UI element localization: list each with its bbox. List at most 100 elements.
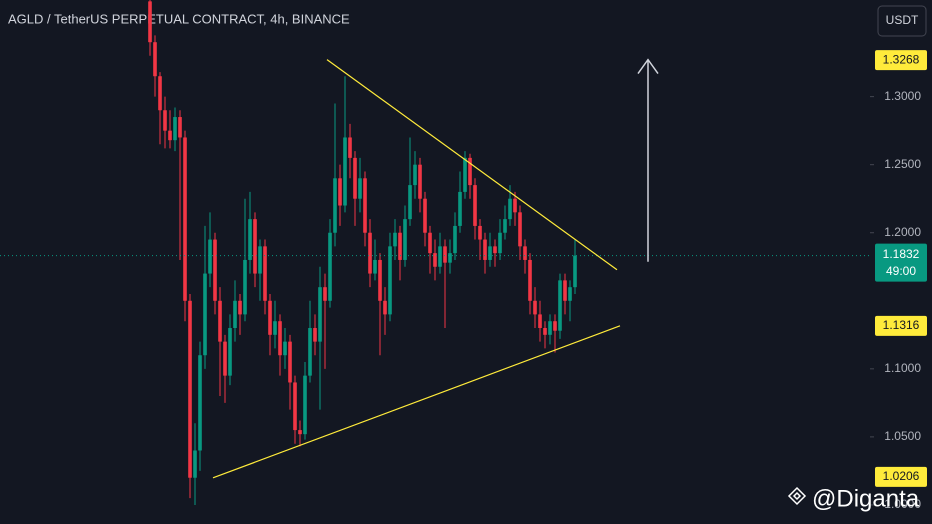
candle-body <box>468 157 472 186</box>
candle-body <box>218 300 222 342</box>
y-tick-label: 1.0000 <box>884 497 921 511</box>
candle-body <box>473 185 477 226</box>
candle-body <box>448 253 452 263</box>
candle-body <box>453 225 457 254</box>
candle-body <box>573 255 577 288</box>
candle-body <box>318 287 322 342</box>
candle-body <box>543 328 547 335</box>
candle-body <box>423 198 427 233</box>
candle-body <box>478 225 482 240</box>
candle-body <box>238 300 242 315</box>
price-label: 1.0206 <box>883 469 920 483</box>
candle-body <box>403 219 407 260</box>
candle-body <box>388 246 392 315</box>
candle-body <box>563 280 567 301</box>
candle-body <box>263 246 267 301</box>
candle-body <box>288 341 292 383</box>
chart-title: AGLD / TetherUS PERPETUAL CONTRACT, 4h, … <box>8 11 350 26</box>
candle-body <box>178 117 182 138</box>
candle-body <box>443 246 447 263</box>
candle-body <box>508 198 512 220</box>
candle-body <box>308 328 312 376</box>
candle-body <box>158 76 162 111</box>
candle-body <box>373 259 377 274</box>
candle-body <box>488 246 492 260</box>
arrow-head <box>637 58 659 75</box>
candle-body <box>393 232 397 247</box>
candle-body <box>408 185 412 220</box>
candle-body <box>188 300 192 478</box>
candle-body <box>513 198 517 213</box>
candle-body <box>533 300 537 315</box>
candle-body <box>198 355 202 451</box>
candle-body <box>538 314 542 329</box>
candle-body <box>323 287 327 301</box>
candle-body <box>568 287 572 301</box>
candle-body <box>283 341 287 356</box>
price-label: 1.3268 <box>883 52 920 66</box>
y-tick-label: 1.0500 <box>884 429 921 443</box>
candle-body <box>148 1 152 43</box>
candle-body <box>353 157 357 199</box>
candle-body <box>358 178 362 199</box>
candle-body <box>458 191 462 226</box>
candle-body <box>463 157 467 192</box>
candle-body <box>503 219 507 233</box>
last-price-box <box>875 243 927 282</box>
candle-body <box>548 321 552 335</box>
candle-body <box>428 232 432 254</box>
candle-body <box>398 232 402 260</box>
candle-body <box>553 321 557 331</box>
currency-label[interactable]: USDT <box>886 13 919 27</box>
candle-body <box>303 375 307 435</box>
candle-body <box>523 246 527 260</box>
candle-body <box>383 300 387 315</box>
candle-body <box>413 164 417 186</box>
candle-body <box>558 280 562 331</box>
candle-body <box>418 164 422 199</box>
candle-body <box>248 219 252 260</box>
candle-body <box>163 110 167 131</box>
candle-body <box>273 321 277 335</box>
price-label: 1.1316 <box>883 318 920 332</box>
candle-body <box>213 239 217 301</box>
watermark-logo <box>787 486 807 506</box>
y-tick-label: 1.1000 <box>884 361 921 375</box>
candle-body <box>278 321 282 356</box>
candle-body <box>348 137 352 158</box>
candle-body <box>313 328 317 342</box>
price-label-box <box>875 315 927 336</box>
candle-body <box>153 42 157 77</box>
candle-body <box>203 273 207 356</box>
candle-body <box>233 300 237 329</box>
candle-body <box>433 253 437 267</box>
candle-body <box>208 239 212 274</box>
candle-body <box>228 328 232 376</box>
currency-box[interactable] <box>877 5 927 37</box>
price-label-box <box>875 50 927 71</box>
candle-body <box>493 246 497 254</box>
candle-body <box>483 239 487 260</box>
trendline <box>212 325 621 479</box>
candle-body <box>368 232 372 274</box>
candle-body <box>528 259 532 301</box>
candle-body <box>438 246 442 267</box>
candle-body <box>363 178 367 233</box>
candle-body <box>343 137 347 206</box>
watermark: @Diganta <box>812 485 920 512</box>
currency-button[interactable]: USDT <box>877 5 927 37</box>
candle-body <box>518 212 522 247</box>
candle-body <box>298 430 302 435</box>
candle-body <box>338 178 342 206</box>
trendline <box>326 59 618 271</box>
candle-body <box>258 246 262 274</box>
candle-body <box>243 259 247 315</box>
candle-body <box>193 450 197 478</box>
countdown-label: 49:00 <box>886 264 916 278</box>
candle-body <box>168 130 172 141</box>
candle-body <box>223 341 227 376</box>
price-label-box <box>875 466 927 487</box>
candle-body <box>333 178 337 233</box>
